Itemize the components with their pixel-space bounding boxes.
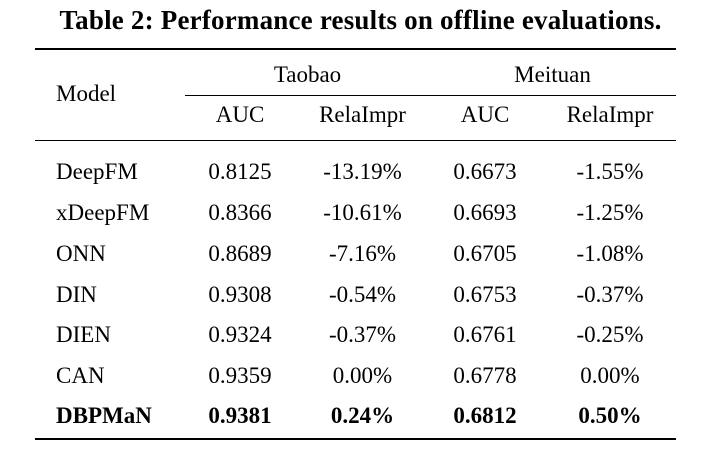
model-name-cell: DBPMaN	[56, 403, 152, 428]
meituan-relaimpr-cell: -1.55%	[576, 159, 644, 184]
meituan-auc-cell: 0.6812	[453, 403, 517, 428]
meituan-group-header: Meituan	[514, 62, 591, 87]
model-name-cell: DIEN	[56, 322, 111, 347]
model-name-cell: DIN	[56, 282, 97, 307]
meituan-auc-cell: 0.6753	[453, 282, 517, 307]
model-name-cell: CAN	[56, 363, 105, 388]
meituan-auc-cell: 0.6673	[453, 159, 517, 184]
subheader-meituan-auc: AUC	[460, 102, 510, 127]
meituan-auc-cell: 0.6705	[453, 241, 517, 266]
taobao-auc-cell: 0.9359	[208, 363, 272, 388]
table-caption: Table 2: Performance results on offline …	[59, 5, 662, 35]
taobao-group-header: Taobao	[273, 62, 342, 87]
meituan-relaimpr-cell: 0.50%	[578, 403, 642, 428]
subheader-taobao-auc: AUC	[215, 102, 265, 127]
taobao-auc-cell: 0.8125	[208, 159, 272, 184]
taobao-auc-cell: 0.9308	[208, 282, 272, 307]
taobao-auc-cell: 0.9324	[208, 322, 272, 347]
model-name-cell: DeepFM	[56, 159, 138, 184]
meituan-auc-cell: 0.6693	[453, 200, 517, 225]
top-rule	[35, 48, 676, 50]
meituan-relaimpr-cell: -1.08%	[576, 241, 644, 266]
taobao-relaimpr-cell: -0.54%	[328, 282, 397, 307]
taobao-relaimpr-cell: -7.16%	[328, 241, 397, 266]
taobao-auc-cell: 0.9381	[208, 403, 272, 428]
subheader-taobao-relaimpr: RelaImpr	[319, 102, 406, 127]
meituan-auc-cell: 0.6761	[453, 322, 517, 347]
bottom-rule	[35, 438, 676, 440]
taobao-auc-cell: 0.8689	[208, 241, 272, 266]
taobao-auc-cell: 0.8366	[208, 200, 272, 225]
subheader-meituan-relaimpr: RelaImpr	[566, 102, 654, 127]
taobao-relaimpr-cell: 0.24%	[330, 403, 395, 428]
taobao-relaimpr-cell: -13.19%	[323, 159, 402, 184]
meituan-relaimpr-cell: -0.37%	[576, 282, 644, 307]
model-column-header: Model	[56, 81, 117, 106]
header-rule	[35, 140, 676, 141]
model-name-cell: ONN	[56, 241, 106, 266]
meituan-relaimpr-cell: -1.25%	[576, 200, 644, 225]
group-rule	[185, 95, 676, 96]
model-name-cell: xDeepFM	[56, 200, 150, 225]
taobao-relaimpr-cell: -10.61%	[323, 200, 402, 225]
meituan-relaimpr-cell: 0.00%	[580, 363, 640, 388]
taobao-relaimpr-cell: -0.37%	[328, 322, 397, 347]
meituan-relaimpr-cell: -0.25%	[576, 322, 644, 347]
taobao-relaimpr-cell: 0.00%	[332, 363, 393, 388]
meituan-auc-cell: 0.6778	[453, 363, 517, 388]
